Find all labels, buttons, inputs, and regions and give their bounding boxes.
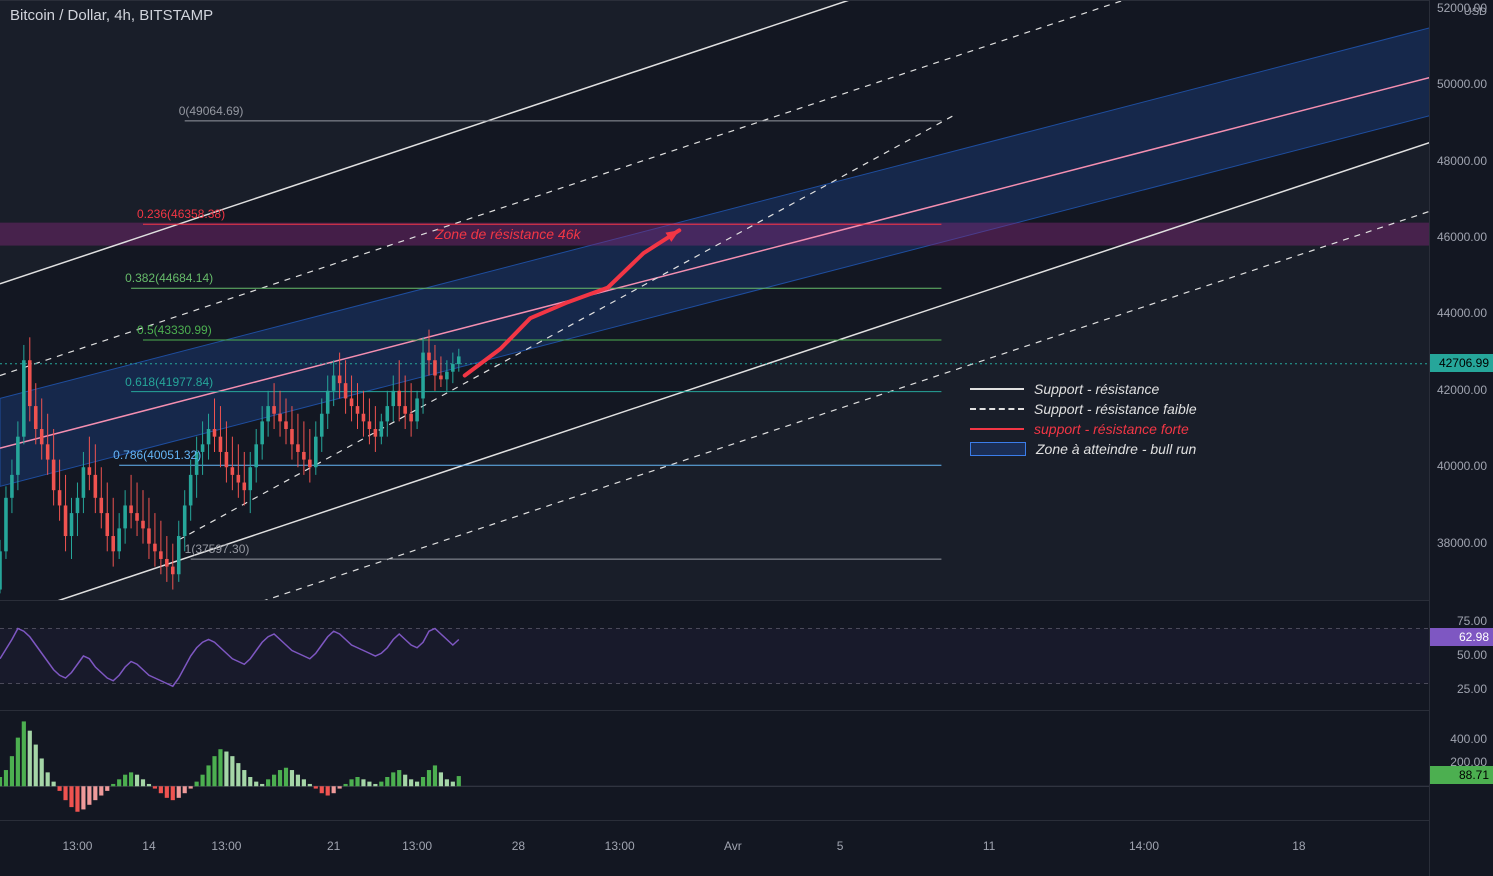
time-tick: 18 [1292,839,1305,853]
legend-row: Support - résistance [970,381,1197,397]
time-tick: 13:00 [62,839,92,853]
fib-level-label: 0.382(44684.14) [125,271,213,285]
price-tick: 46000.00 [1437,230,1487,244]
legend-label: Zone à atteindre - bull run [1036,441,1196,457]
time-tick: 28 [512,839,525,853]
time-tick: 13:00 [402,839,432,853]
rsi-badge: 62.98 [1430,628,1493,646]
price-tick: 50000.00 [1437,77,1487,91]
rsi-tick: 50.00 [1457,648,1487,662]
resistance-zone-label: Zone de résistance 46k [435,226,581,242]
legend-row: Support - résistance faible [970,401,1197,417]
time-tick: 21 [327,839,340,853]
fib-level-label: 0.786(40051.32) [113,448,201,462]
fib-level-label: 0.618(41977.84) [125,375,213,389]
rsi-tick: 25.00 [1457,682,1487,696]
price-tick: 48000.00 [1437,154,1487,168]
price-tick: 44000.00 [1437,306,1487,320]
price-axis: USD 38000.0040000.0042000.0044000.004600… [1429,0,1493,876]
legend-row: support - résistance forte [970,421,1197,437]
fib-level-label: 1(37597.30) [185,542,250,556]
time-tick: 14 [142,839,155,853]
legend-swatch [970,442,1026,456]
time-tick: 13:00 [211,839,241,853]
current-price-badge: 42706.99 [1430,354,1493,372]
chart-container: Bitcoin / Dollar, 4h, BITSTAMP 0(49064.6… [0,0,1493,876]
time-tick: 11 [983,839,995,853]
fib-level-label: 0.236(46358.38) [137,207,225,221]
fib-level-label: 0.5(43330.99) [137,323,212,337]
price-tick: 52000.00 [1437,1,1487,15]
time-tick: Avr [724,839,742,853]
price-tick: 38000.00 [1437,536,1487,550]
macd-chart-svg [0,711,1430,821]
rsi-tick: 75.00 [1457,614,1487,628]
rsi-panel[interactable] [0,600,1430,711]
macd-panel[interactable] [0,710,1430,821]
time-tick: 13:00 [605,839,635,853]
legend-swatch [970,428,1024,430]
price-tick: 40000.00 [1437,459,1487,473]
fib-level-label: 0(49064.69) [179,104,244,118]
time-tick: 5 [837,839,844,853]
macd-badge: 88.71 [1430,766,1493,784]
price-chart-svg [0,1,1430,601]
legend-label: Support - résistance faible [1034,401,1197,417]
time-axis: 13:00 14 13:00 21 13:00 28 13:00 Avr 5 11 14:00 18 [0,820,1430,876]
price-tick: 42000.00 [1437,383,1487,397]
chart-title: Bitcoin / Dollar, 4h, BITSTAMP [10,7,213,24]
macd-tick: 400.00 [1450,732,1487,746]
legend-label: support - résistance forte [1034,421,1189,437]
rsi-chart-svg [0,601,1430,711]
legend-swatch [970,408,1024,410]
legend-label: Support - résistance [1034,381,1159,397]
legend-swatch [970,388,1024,390]
legend-row: Zone à atteindre - bull run [970,441,1197,457]
price-panel[interactable]: Bitcoin / Dollar, 4h, BITSTAMP 0(49064.6… [0,0,1430,601]
time-tick: 14:00 [1129,839,1159,853]
chart-legend: Support - résistance Support - résistance… [970,381,1197,461]
